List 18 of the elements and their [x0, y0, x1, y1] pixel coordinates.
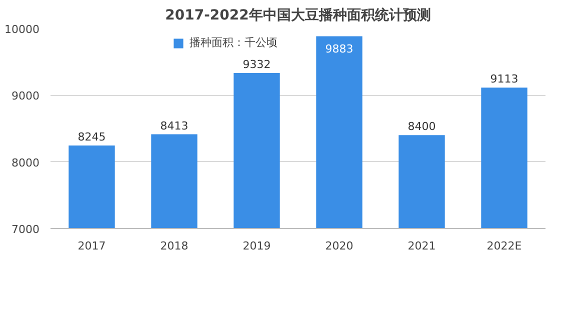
x-tick-label: 2021 — [408, 240, 436, 252]
data-label: 8413 — [160, 119, 188, 132]
data-label: 8400 — [408, 120, 436, 134]
data-label: 9332 — [242, 58, 271, 72]
data-label: 9113 — [490, 72, 518, 86]
x-tick-label: 2022E — [486, 240, 522, 252]
data-label: 9883 — [325, 42, 354, 56]
x-tick-label: 2019 — [242, 240, 271, 252]
data-label: 8245 — [78, 130, 106, 144]
y-tick-label: 8000 — [12, 156, 40, 170]
legend-label: 播种面积：千公顷 — [189, 35, 278, 50]
y-tick-label: 10000 — [4, 23, 40, 36]
x-tick-label: 2017 — [78, 240, 106, 252]
y-tick-label: 7000 — [12, 223, 40, 236]
y-tick-label: 9000 — [12, 90, 40, 103]
chart-title: 2017-2022年中国大豆播种面积统计预测 — [165, 6, 431, 24]
x-tick-label: 2020 — [325, 240, 354, 252]
x-tick-label: 2018 — [160, 240, 188, 252]
